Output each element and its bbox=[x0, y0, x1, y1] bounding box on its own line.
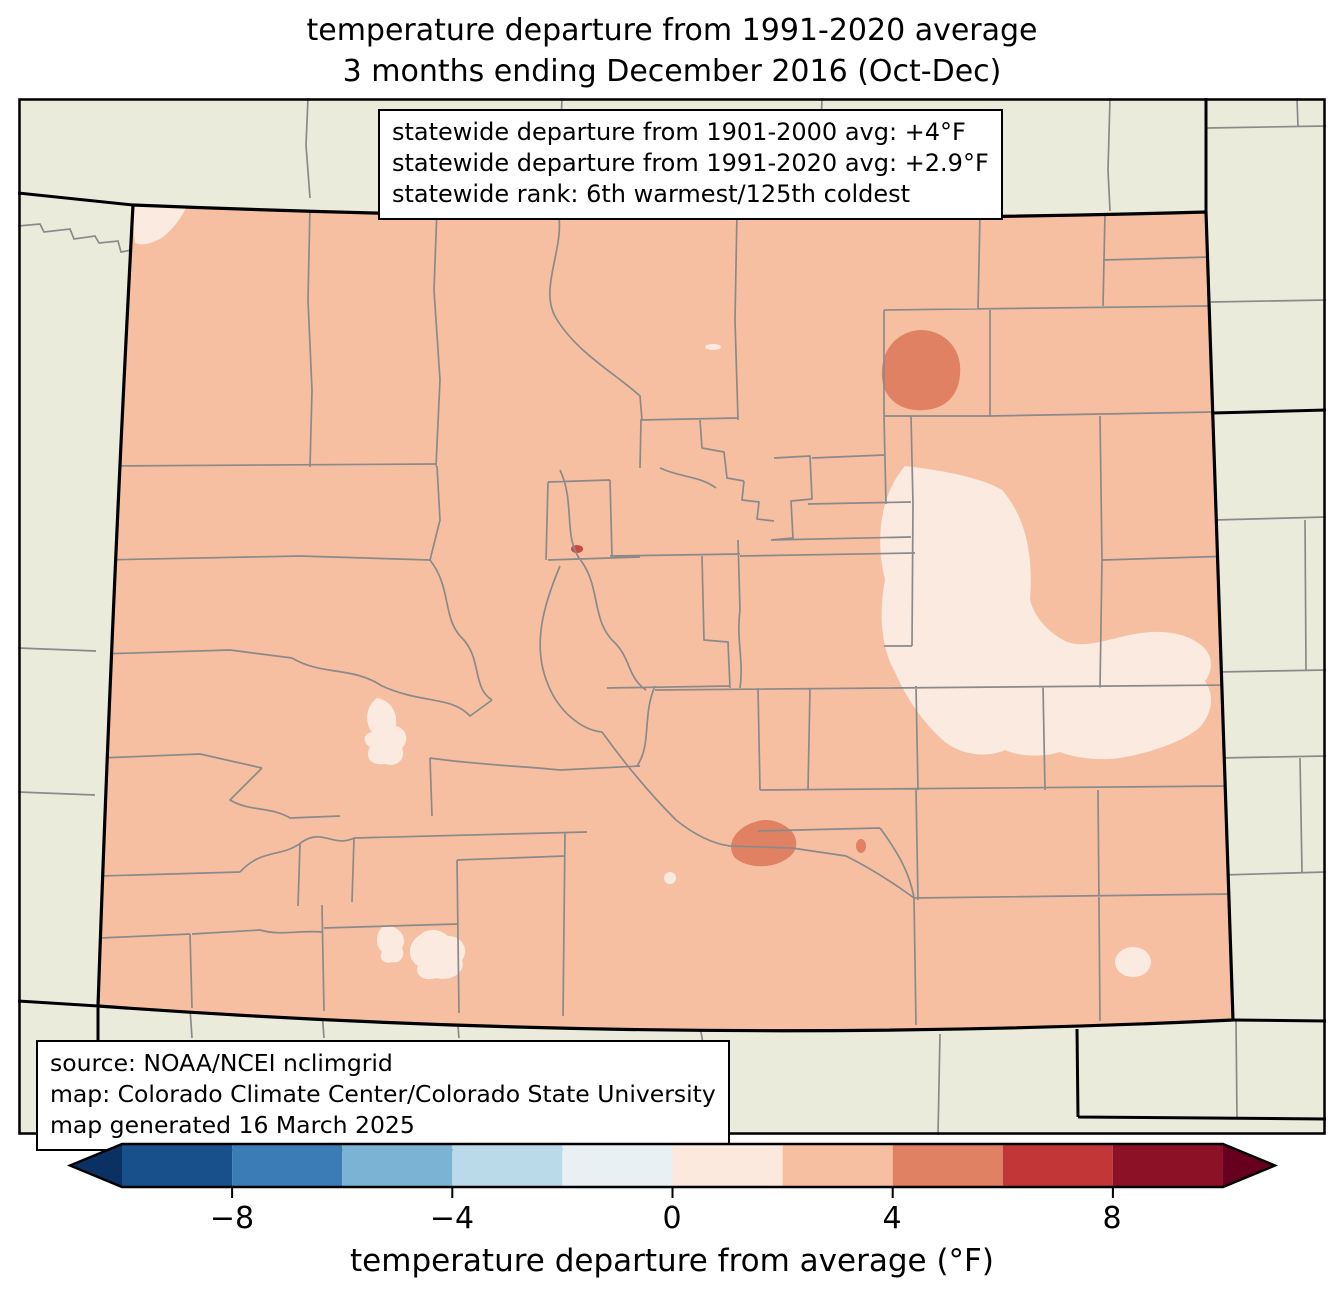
mild-patch-northwest-corner bbox=[131, 205, 186, 245]
colorbar-bin-8 bbox=[892, 1144, 1003, 1187]
source-line-3: map generated 16 March 2025 bbox=[50, 1111, 415, 1139]
colorbar-axis-label: temperature departure from average (°F) bbox=[350, 1243, 994, 1279]
source-line-2: map: Colorado Climate Center/Colorado St… bbox=[50, 1080, 716, 1108]
stats-line-2: statewide departure from 1991-2020 avg: … bbox=[392, 149, 989, 177]
figure-title: temperature departure from 1991-2020 ave… bbox=[0, 10, 1344, 92]
colorbar-tick-label-neg8: −8 bbox=[209, 1201, 255, 1236]
colorbar-bin-9 bbox=[1002, 1144, 1113, 1187]
stats-line-1: statewide departure from 1901-2000 avg: … bbox=[392, 118, 966, 146]
mild-speck-northeast bbox=[705, 344, 721, 350]
colorbar bbox=[66, 1142, 1279, 1198]
statewide-stats-box: statewide departure from 1901-2000 avg: … bbox=[378, 109, 1003, 220]
warm-patch-south-central bbox=[731, 820, 797, 867]
mild-patch-southeast bbox=[1115, 947, 1151, 977]
colorbar-bin-2 bbox=[232, 1144, 343, 1187]
warm-anomaly-patches bbox=[731, 330, 961, 867]
source-box: source: NOAA/NCEI nclimgrid map: Colorad… bbox=[36, 1040, 730, 1151]
warm-patch-northeast bbox=[881, 330, 961, 411]
colorbar-outline bbox=[66, 1142, 1279, 1189]
mild-patch-south-central-b bbox=[409, 929, 466, 980]
colorbar-tick-label-0: 0 bbox=[662, 1201, 682, 1236]
colorbar-bin-1 bbox=[122, 1144, 233, 1187]
colorbar-bin-3 bbox=[342, 1144, 453, 1187]
title-line-1: temperature departure from 1991-2020 ave… bbox=[306, 13, 1038, 48]
colorbar-tick-marks bbox=[231, 1187, 1114, 1198]
colorbar-under-arrow bbox=[70, 1144, 122, 1187]
source-line-1: source: NOAA/NCEI nclimgrid bbox=[50, 1049, 393, 1077]
colorbar-bin-10 bbox=[1112, 1144, 1223, 1187]
colorbar-over-arrow bbox=[1223, 1144, 1275, 1187]
colorado-county-lines bbox=[99, 205, 1233, 1026]
colorbar-tick-label-neg4: −4 bbox=[429, 1201, 475, 1236]
colorbar-bin-4 bbox=[452, 1144, 563, 1187]
colorbar-tick-label-4: 4 bbox=[882, 1201, 902, 1236]
colorado-state-fill bbox=[98, 205, 1233, 1031]
colorbar-bin-5 bbox=[562, 1144, 673, 1187]
title-line-2: 3 months ending December 2016 (Oct-Dec) bbox=[342, 54, 1002, 89]
colorbar-bin-6 bbox=[672, 1144, 783, 1187]
mild-speck-central-south bbox=[664, 872, 676, 884]
colorado-anomaly-map bbox=[18, 98, 1326, 1135]
colorbar-bin-7 bbox=[782, 1144, 893, 1187]
colorbar-tick-label-8: 8 bbox=[1102, 1201, 1122, 1236]
stats-line-3: statewide rank: 6th warmest/125th coldes… bbox=[392, 180, 911, 208]
mild-patch-south-central-a bbox=[376, 925, 405, 963]
mild-patch-west-central bbox=[364, 698, 407, 765]
warm-spot-small bbox=[856, 839, 866, 853]
